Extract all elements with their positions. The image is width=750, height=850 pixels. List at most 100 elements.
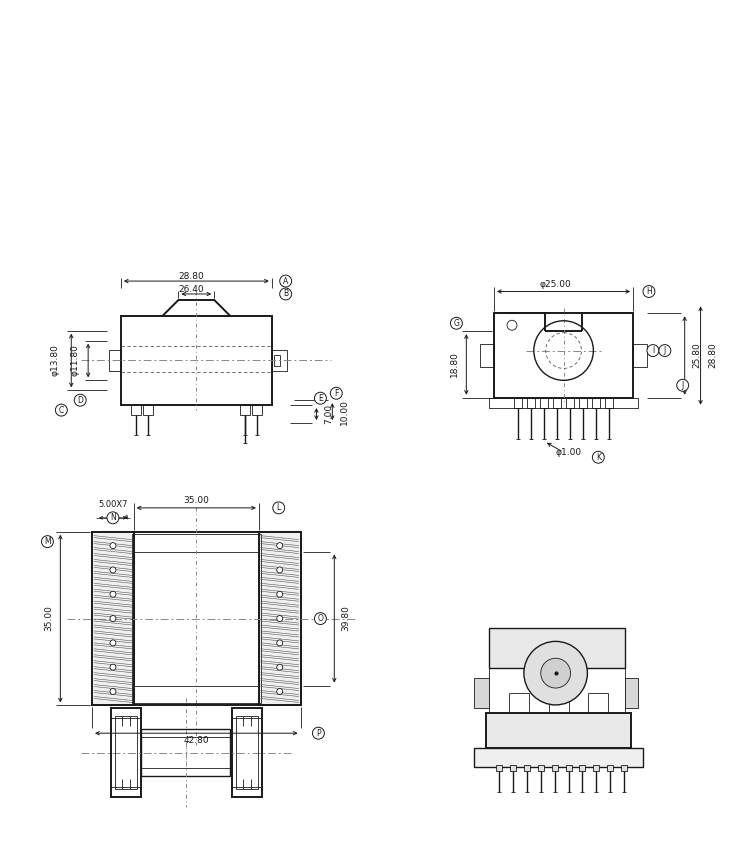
Text: P: P	[316, 728, 321, 738]
Bar	[608, 766, 613, 772]
Text: 35.00: 35.00	[44, 605, 53, 632]
Text: 28.80: 28.80	[178, 272, 204, 280]
Bar	[92, 532, 301, 706]
Bar	[272, 349, 286, 371]
Polygon shape	[474, 748, 643, 768]
Bar	[132, 534, 261, 704]
Bar	[480, 343, 494, 367]
Bar	[236, 716, 258, 790]
Circle shape	[110, 592, 116, 598]
Circle shape	[277, 615, 283, 621]
Text: J: J	[664, 346, 666, 355]
Bar	[580, 766, 586, 772]
Circle shape	[273, 502, 285, 514]
Circle shape	[110, 640, 116, 646]
Text: φ25.00: φ25.00	[540, 280, 572, 289]
Circle shape	[277, 640, 283, 646]
Circle shape	[277, 664, 283, 670]
Text: φ13.80: φ13.80	[51, 344, 60, 377]
Text: F: F	[334, 388, 338, 398]
Polygon shape	[474, 678, 489, 708]
Circle shape	[659, 344, 670, 356]
Polygon shape	[486, 713, 631, 748]
Text: I: I	[652, 346, 654, 355]
Circle shape	[314, 613, 326, 625]
Circle shape	[643, 286, 655, 298]
Bar	[579, 398, 587, 408]
Text: J: J	[682, 381, 684, 390]
Circle shape	[277, 567, 283, 573]
Circle shape	[277, 592, 283, 598]
Text: M: M	[44, 537, 51, 547]
Bar	[134, 552, 259, 686]
Circle shape	[277, 542, 283, 548]
Circle shape	[56, 404, 68, 416]
Bar	[524, 766, 530, 772]
Bar	[141, 728, 230, 776]
Circle shape	[277, 688, 283, 694]
Text: N: N	[110, 513, 116, 522]
Text: 7.00: 7.00	[324, 404, 333, 424]
Bar	[510, 766, 516, 772]
Bar	[633, 343, 647, 367]
Circle shape	[110, 664, 116, 670]
Bar	[130, 405, 141, 415]
Text: L: L	[277, 503, 280, 513]
Bar	[534, 628, 578, 646]
Bar	[538, 766, 544, 772]
Bar	[604, 398, 613, 408]
Bar	[142, 405, 153, 415]
Circle shape	[541, 658, 571, 688]
Bar	[252, 405, 262, 415]
Circle shape	[280, 275, 292, 287]
Text: 39.80: 39.80	[342, 605, 351, 632]
Circle shape	[74, 394, 86, 406]
Text: H: H	[646, 287, 652, 296]
Bar	[621, 766, 627, 772]
Bar	[121, 316, 272, 405]
Text: 42.80: 42.80	[184, 735, 209, 745]
Circle shape	[110, 567, 116, 573]
Bar	[489, 398, 638, 408]
Circle shape	[110, 688, 116, 694]
Text: K: K	[596, 453, 601, 462]
Bar	[593, 766, 599, 772]
Bar	[111, 708, 141, 797]
Circle shape	[592, 451, 604, 463]
Text: 26.40: 26.40	[178, 285, 204, 293]
Bar	[92, 532, 134, 706]
Circle shape	[41, 536, 53, 547]
Circle shape	[330, 388, 342, 400]
Bar	[494, 314, 633, 398]
Text: O: O	[317, 614, 323, 623]
Text: 28.80: 28.80	[708, 343, 717, 368]
Bar	[566, 398, 574, 408]
Bar	[592, 398, 600, 408]
Bar	[540, 398, 548, 408]
Text: 5.00X7: 5.00X7	[98, 501, 128, 509]
Bar	[115, 716, 136, 790]
Text: A: A	[283, 276, 288, 286]
Bar	[514, 398, 523, 408]
Circle shape	[313, 728, 325, 740]
Polygon shape	[626, 678, 638, 708]
Text: 25.80: 25.80	[692, 343, 701, 368]
Circle shape	[676, 379, 688, 391]
Circle shape	[110, 615, 116, 621]
Circle shape	[107, 512, 119, 524]
Bar	[608, 717, 630, 726]
Bar	[554, 398, 561, 408]
Circle shape	[314, 392, 326, 404]
Circle shape	[647, 344, 659, 356]
Bar	[109, 349, 121, 371]
Text: B: B	[283, 290, 288, 298]
Bar	[240, 405, 250, 415]
Bar	[259, 532, 301, 706]
Text: 10.00: 10.00	[340, 399, 349, 424]
Text: 18.80: 18.80	[450, 352, 459, 377]
Bar	[232, 708, 262, 797]
Text: D: D	[77, 396, 83, 405]
Bar	[552, 766, 558, 772]
Circle shape	[280, 288, 292, 300]
Text: 35.00: 35.00	[184, 496, 209, 506]
